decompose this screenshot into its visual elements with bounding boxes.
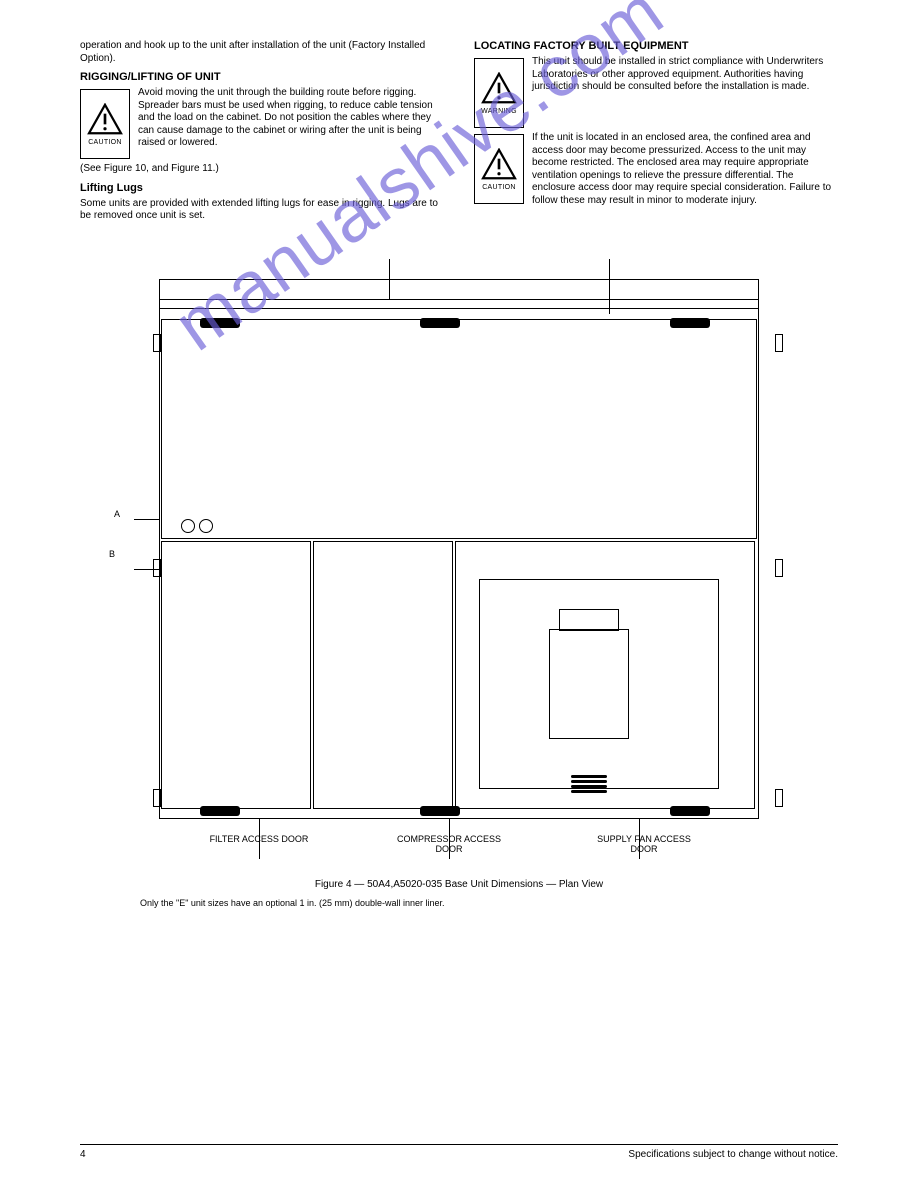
caution-box-left: CAUTION bbox=[80, 89, 130, 159]
dim-line bbox=[134, 569, 159, 570]
dim-b-label: B bbox=[109, 549, 115, 559]
dim-a-label: A bbox=[114, 509, 120, 519]
footnote: Only the "E" unit sizes have an optional… bbox=[140, 898, 838, 908]
leader-line bbox=[609, 259, 610, 314]
footer-disclaimer: Specifications subject to change without… bbox=[628, 1149, 838, 1160]
corner-bracket bbox=[153, 789, 161, 807]
warning-triangle-icon bbox=[87, 103, 123, 135]
corner-bracket bbox=[775, 334, 783, 352]
filter-door-panel bbox=[161, 541, 311, 809]
caution-label: CAUTION bbox=[88, 139, 122, 146]
see-figure-text: (See Figure 10, and Figure 11.) bbox=[80, 163, 444, 176]
warning-label: WARNING bbox=[481, 108, 517, 115]
lifting-lugs-heading: Lifting Lugs bbox=[80, 182, 444, 194]
intro-text: operation and hook up to the unit after … bbox=[80, 40, 444, 65]
caution-text-right: If the unit is located in an enclosed ar… bbox=[474, 132, 838, 207]
figure-wrapper: CONDENSER COIL SLAB LIFTING LUGS (4PLCS) bbox=[80, 279, 838, 908]
motor-mount bbox=[559, 609, 619, 631]
leader-line bbox=[389, 259, 390, 299]
corner-bracket bbox=[775, 559, 783, 577]
lifting-lugs-text: Some units are provided with extended li… bbox=[80, 198, 444, 223]
warning-box-right: WARNING bbox=[474, 58, 524, 128]
warning-triangle-icon bbox=[481, 72, 517, 104]
motor bbox=[549, 629, 629, 739]
rigging-heading: RIGGING/LIFTING OF UNIT bbox=[80, 71, 444, 83]
figure-caption: Figure 4 — 50A4,A5020-035 Base Unit Dime… bbox=[80, 879, 838, 890]
corner-bracket bbox=[153, 559, 161, 577]
corner-bracket bbox=[775, 789, 783, 807]
warning-text-right: This unit should be installed in strict … bbox=[474, 56, 838, 94]
dim-line bbox=[134, 519, 159, 520]
locating-heading: LOCATING FACTORY BUILT EQUIPMENT bbox=[474, 40, 838, 52]
plan-view-drawing: A B bbox=[139, 279, 779, 839]
pulley-icon bbox=[571, 775, 607, 795]
compressor-door-label: COMPRESSOR ACCESS DOOR bbox=[389, 834, 509, 854]
compressor-door-panel bbox=[313, 541, 453, 809]
caution-label-right: CAUTION bbox=[482, 184, 516, 191]
port-icon bbox=[181, 519, 195, 533]
caution-box-right: CAUTION bbox=[474, 134, 524, 204]
page-number: 4 bbox=[80, 1149, 86, 1160]
right-column: LOCATING FACTORY BUILT EQUIPMENT WARNING… bbox=[474, 40, 838, 229]
left-column: operation and hook up to the unit after … bbox=[80, 40, 444, 229]
page-footer: 4 Specifications subject to change witho… bbox=[80, 1144, 838, 1160]
top-panel bbox=[161, 319, 757, 539]
port-icon bbox=[199, 519, 213, 533]
filter-door-label: FILTER ACCESS DOOR bbox=[209, 834, 309, 844]
caution-text-left: Avoid moving the unit through the buildi… bbox=[80, 87, 444, 150]
warning-triangle-icon bbox=[481, 148, 517, 180]
fan-door-label: SUPPLY FAN ACCESS DOOR bbox=[589, 834, 699, 854]
corner-bracket bbox=[153, 334, 161, 352]
